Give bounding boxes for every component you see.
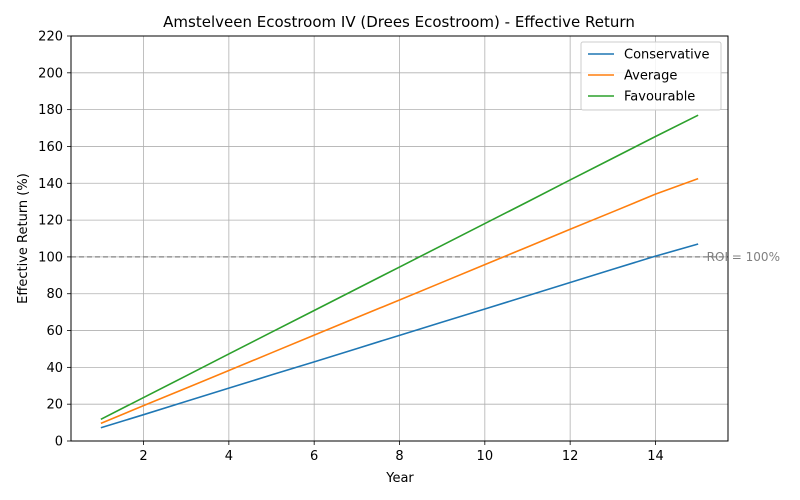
series-line-favourable — [100, 114, 699, 420]
y-tick-label: 40 — [46, 361, 63, 376]
y-tick-label: 160 — [38, 140, 63, 155]
y-tick-label: 80 — [46, 287, 63, 302]
y-tick-label: 140 — [38, 177, 63, 192]
x-axis-label: Year — [385, 471, 414, 486]
x-tick-label: 12 — [562, 449, 579, 464]
legend: Conservative Average Favourable — [580, 41, 722, 111]
x-tick-label: 14 — [647, 449, 664, 464]
x-tick-label: 4 — [225, 449, 233, 464]
reference-line-label: ROI = 100% — [707, 250, 780, 264]
y-axis-label: Effective Return (%) — [16, 173, 31, 304]
series-line-average — [100, 177, 699, 425]
legend-box — [580, 41, 722, 111]
series-group — [100, 114, 699, 429]
y-tick-label: 200 — [38, 66, 63, 81]
x-tick-label: 2 — [139, 449, 147, 464]
y-tick-label: 220 — [38, 30, 63, 45]
y-axis-ticks: 0 20 40 60 80 100 120 140 160 180 200 220 — [38, 30, 71, 450]
legend-label: Average — [624, 69, 677, 84]
legend-label: Conservative — [624, 48, 709, 63]
y-tick-label: 100 — [38, 250, 63, 265]
x-tick-label: 10 — [477, 449, 494, 464]
reference-line-group: ROI = 100% — [71, 250, 780, 264]
y-tick-label: 60 — [46, 324, 63, 339]
x-tick-label: 6 — [310, 449, 318, 464]
x-axis-ticks: 2 4 6 8 10 12 14 — [139, 441, 664, 464]
y-tick-label: 180 — [38, 103, 63, 118]
chart-title: Amstelveen Ecostroom IV (Drees Ecostroom… — [163, 13, 635, 31]
legend-label: Favourable — [624, 90, 695, 105]
x-tick-label: 8 — [395, 449, 403, 464]
series-line-conservative — [100, 243, 699, 429]
y-tick-label: 20 — [46, 398, 63, 413]
y-tick-label: 120 — [38, 214, 63, 229]
y-tick-label: 0 — [55, 435, 63, 450]
